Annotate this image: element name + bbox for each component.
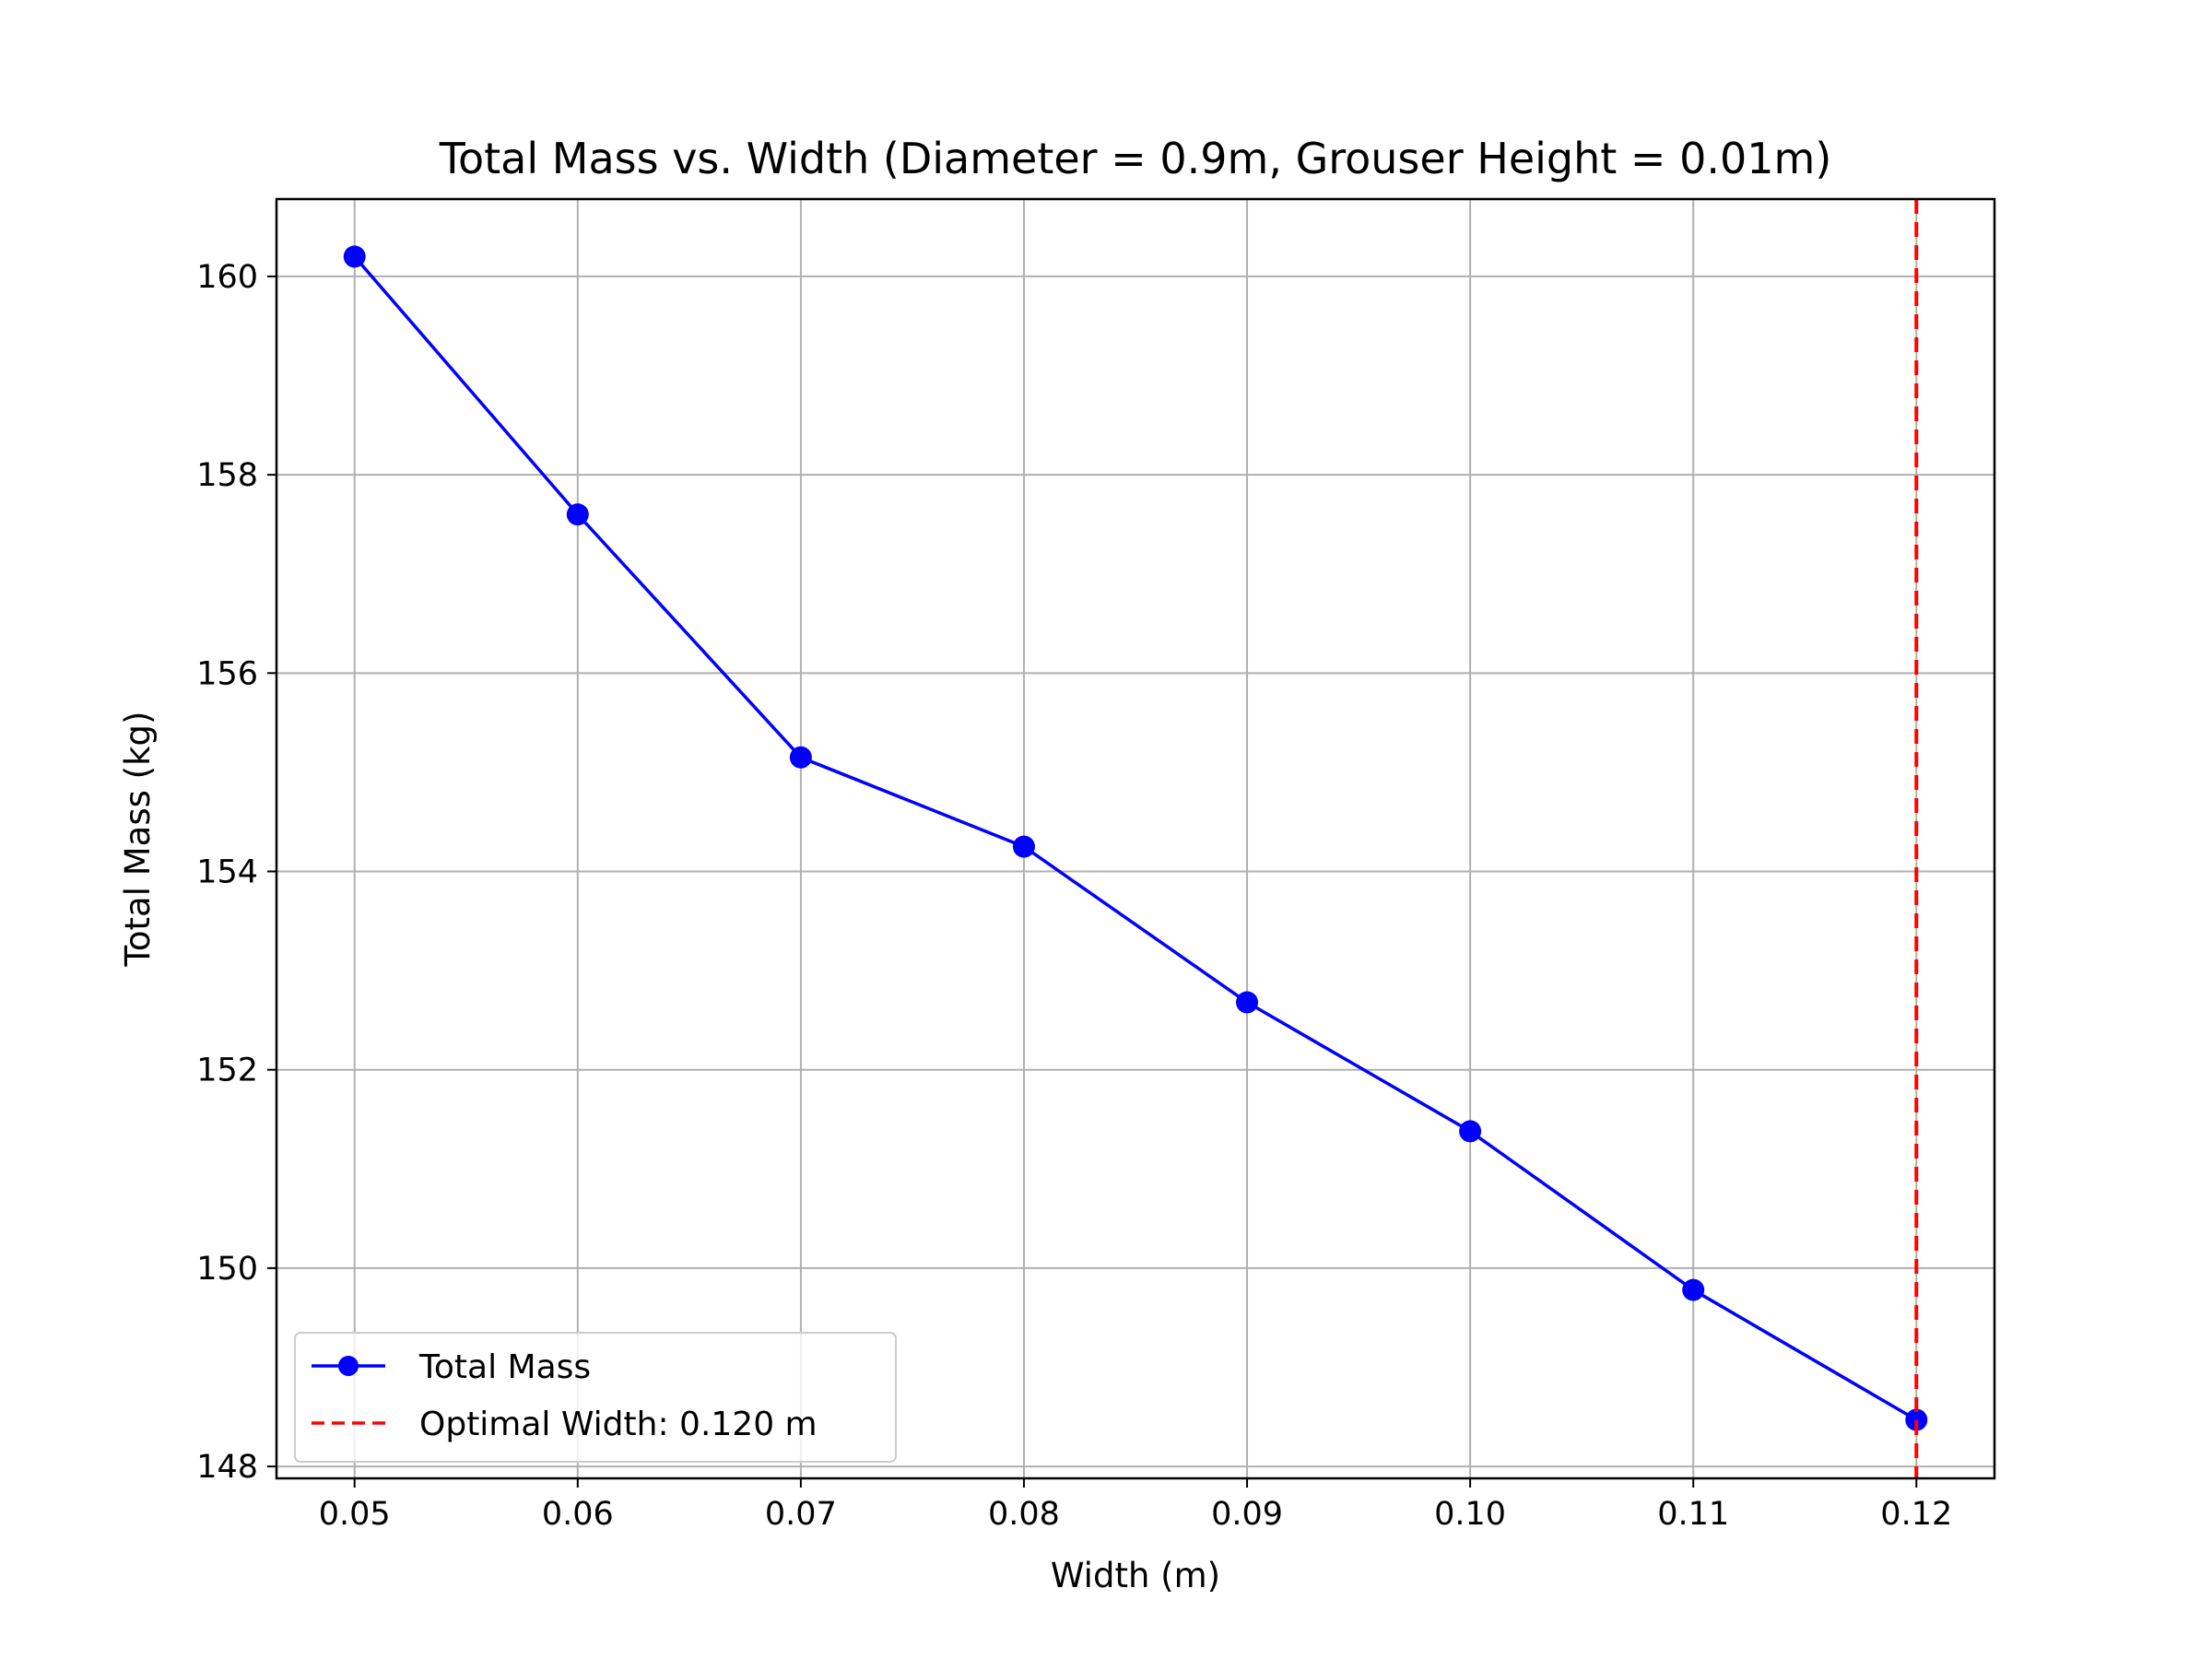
plot-frame [275,197,1996,1480]
y-tick-label: 158 [196,457,258,494]
legend-frame [294,1332,897,1463]
x-axis: 0.05 0.06 0.07 0.08 0.09 0.10 0.11 0.12 [319,1478,1952,1533]
legend-series-marker [338,1356,359,1376]
y-axis-label: Total Mass (kg) [118,712,158,968]
x-tick-label: 0.12 [1880,1496,1952,1533]
data-point [789,746,812,769]
x-tick-label: 0.06 [542,1496,614,1533]
chart-title: Total Mass vs. Width (Diameter = 0.9m, G… [439,134,1832,183]
data-point [1905,1408,1928,1431]
y-tick-label: 154 [196,854,258,891]
data-point [1459,1120,1482,1143]
series-line [353,255,1918,1422]
x-tick-label: 0.08 [988,1496,1060,1533]
data-series [343,245,1928,1431]
data-point [1012,835,1035,858]
data-point [566,503,589,526]
data-point [1236,991,1259,1014]
y-tick-label: 150 [196,1251,258,1288]
plot-area [275,197,1996,1480]
plot-background [276,199,1994,1478]
x-tick-label: 0.05 [319,1496,391,1533]
x-tick-label: 0.07 [765,1496,837,1533]
x-tick-label: 0.10 [1434,1496,1506,1533]
y-tick-label: 152 [196,1053,258,1089]
x-tick-label: 0.09 [1211,1496,1283,1533]
y-tick-label: 148 [196,1449,258,1486]
legend-series-label: Total Mass [418,1348,591,1386]
y-tick-label: 156 [196,655,258,692]
y-axis: 148 150 152 154 156 158 160 [196,259,276,1486]
x-tick-label: 0.11 [1657,1496,1729,1533]
x-axis-label: Width (m) [1051,1556,1220,1595]
data-point [343,245,366,268]
data-point [1682,1278,1705,1301]
legend: Total Mass Optimal Width: 0.120 m [294,1332,897,1463]
legend-reference-label: Optimal Width: 0.120 m [419,1406,818,1443]
y-tick-label: 160 [196,259,258,296]
